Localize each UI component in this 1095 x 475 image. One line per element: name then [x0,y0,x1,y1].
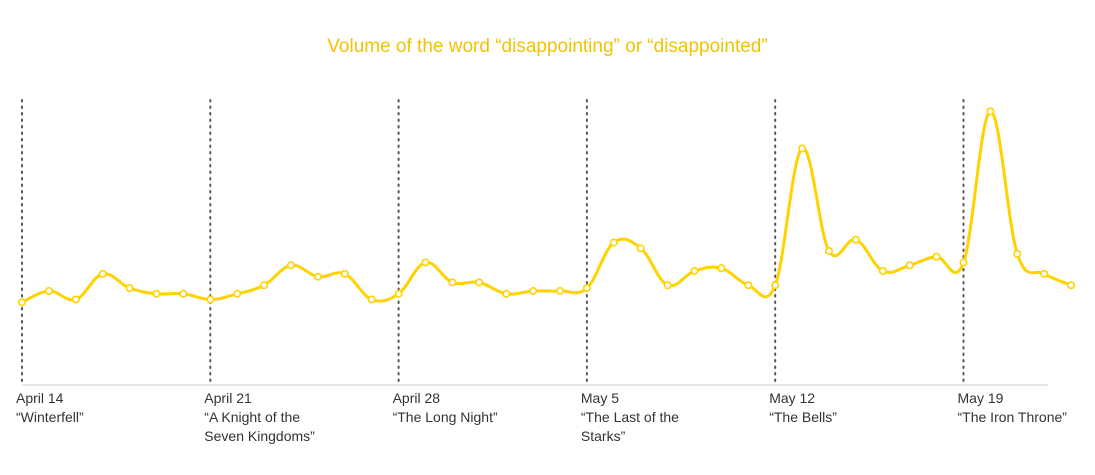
data-point [555,286,564,295]
episode-date-label: May 12 [769,390,815,406]
data-point [206,295,215,304]
data-point [824,247,833,256]
data-point [717,264,726,273]
episode-date-label: May 5 [581,390,619,406]
episode-title-label: “The Bells” [769,409,837,425]
data-point [636,244,645,253]
data-point [905,261,914,270]
data-point [744,281,753,290]
episode-title-label: “The Long Night” [393,409,498,425]
data-points [17,107,1076,307]
data-point [529,286,538,295]
data-point [152,289,161,298]
episode-title-label: “The Last of the [581,409,679,425]
data-point [71,295,80,304]
data-point [17,298,26,307]
data-point [502,289,511,298]
data-point [771,281,780,290]
data-point [125,284,134,293]
episode-title-label: “A Knight of the [204,409,300,425]
data-point [367,295,376,304]
data-point [394,289,403,298]
data-point [663,281,672,290]
chart-title: Volume of the word “disappointing” or “d… [327,36,768,57]
data-point [851,235,860,244]
data-point [1067,281,1076,290]
episode-date-label: May 19 [958,390,1004,406]
data-point [313,272,322,281]
data-point [690,266,699,275]
data-point [1040,269,1049,278]
episode-date-label: April 14 [16,390,64,406]
series-line [20,109,1073,304]
data-point [959,258,968,267]
episode-title-label: “Winterfell” [16,409,84,425]
data-point [286,261,295,270]
data-point [260,281,269,290]
episode-title-label: Starks” [581,428,626,444]
episode-title-label: “The Iron Throne” [958,409,1068,425]
data-point [1013,249,1022,258]
data-point [448,278,457,287]
data-point [98,269,107,278]
data-point [340,269,349,278]
data-point [798,144,807,153]
data-point [233,289,242,298]
data-point [986,107,995,116]
episode-title-label: Seven Kingdoms” [204,428,315,444]
episode-date-label: April 21 [204,390,252,406]
data-point [609,238,618,247]
data-point [582,284,591,293]
data-point [421,258,430,267]
data-point [878,266,887,275]
data-point [179,289,188,298]
episode-tick-labels: April 14 “Winterfell” April 21 “A Knight of… [16,390,1067,444]
episode-date-label: April 28 [393,390,441,406]
data-point [44,286,53,295]
episode-lines [21,99,965,383]
data-point [932,252,941,261]
data-point [475,278,484,287]
